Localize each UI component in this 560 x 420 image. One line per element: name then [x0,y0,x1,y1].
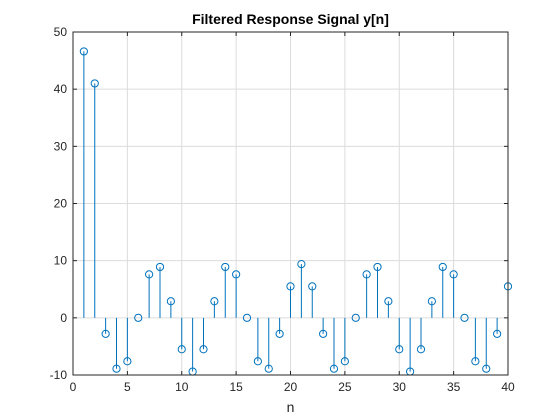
stem-marker [177,345,186,354]
stem-point [395,317,404,354]
stem-point [362,270,371,318]
stem-point [155,262,165,318]
stem-marker [275,329,284,338]
stem-point [351,313,360,322]
stem-point [297,259,306,318]
stem-marker [319,329,328,338]
stem-point [101,317,110,338]
y-tick-label: -10 [50,368,68,382]
stem-point [123,317,132,366]
stem-point [449,270,458,318]
x-axis-label: n [287,399,295,415]
stem-point [275,317,284,338]
x-tick-label: 10 [175,380,189,394]
stem-point [145,270,154,318]
stem-point [242,313,252,322]
stem-marker [373,262,382,272]
stem-marker [232,270,241,279]
stem-marker [297,259,306,269]
stem-point [286,282,295,318]
stem-marker [427,297,436,306]
stem-marker [362,270,371,279]
stem-point [112,317,121,373]
stem-point [210,297,219,318]
stem-marker [101,329,110,338]
stem-point [493,317,502,338]
stem-marker [242,313,252,322]
stem-marker [471,357,480,366]
grid-lines [73,32,508,375]
stem-point [177,317,186,354]
stem-marker [384,297,393,306]
chart-title: Filtered Response Signal y[n] [192,11,389,27]
stem-point [482,317,491,373]
stem-point [166,297,175,318]
y-tick-label: 20 [54,197,68,211]
stem-point [329,317,339,373]
stem-point [427,297,436,318]
stem-marker [416,345,426,354]
y-tick-label: 0 [60,311,67,325]
stem-series [79,47,513,376]
x-tick-label: 40 [501,380,515,394]
stem-marker [123,357,132,366]
stem-marker [329,364,339,373]
stem-marker [351,313,360,322]
stem-point [416,317,426,354]
stem-point [264,317,273,373]
x-tick-label: 25 [338,380,352,394]
y-tick-label: 10 [54,254,68,268]
tick-marks [72,31,509,376]
x-tick-label: 20 [284,380,298,394]
stem-marker [199,345,208,354]
stem-point [438,262,447,318]
stem-point [319,317,328,338]
stem-marker [210,297,219,306]
stem-marker [112,364,121,373]
stem-marker [253,357,262,366]
stem-marker [482,364,491,373]
x-tick-label: 15 [229,380,243,394]
stem-point [460,313,469,322]
stem-marker [286,282,295,291]
x-tick-label: 30 [393,380,407,394]
stem-point [199,317,208,354]
stem-point [79,47,88,318]
stem-marker [449,270,458,279]
stem-marker [264,364,273,373]
stem-marker [90,79,99,88]
stem-point [232,270,241,318]
stem-marker [460,313,469,322]
stem-point [221,262,230,318]
stem-marker [308,282,317,291]
x-tick-label: 35 [447,380,461,394]
stem-marker [166,297,175,306]
stem-point [471,317,480,366]
stem-marker [395,345,404,354]
stem-point [384,297,393,318]
stem-marker [134,313,143,322]
stem-marker [155,262,165,272]
stem-marker [221,262,230,272]
stem-point [90,79,99,318]
stem-point [134,313,143,322]
x-tick-label: 0 [70,380,77,394]
stem-point [253,317,262,366]
y-tick-label: 30 [54,139,68,153]
stem-marker [340,357,349,366]
y-tick-label: 50 [54,25,68,39]
x-tick-label: 5 [124,380,131,394]
stem-marker [79,47,88,56]
stem-marker [145,270,154,279]
y-tick-label: 40 [54,82,68,96]
stem-point [308,282,317,318]
stem-marker [493,329,502,338]
stem-point [340,317,349,366]
stem-point [373,262,382,318]
stem-marker [438,262,447,272]
